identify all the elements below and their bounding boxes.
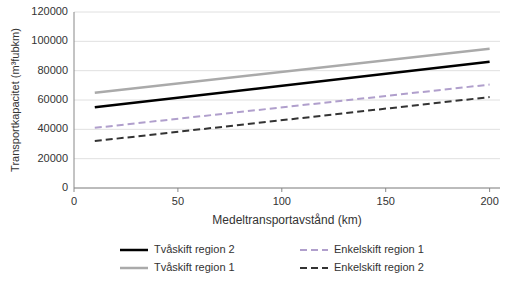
x-axis-label: Medeltransportavstånd (km) bbox=[212, 213, 361, 227]
grid-line bbox=[74, 12, 500, 13]
x-tick-label: 0 bbox=[71, 195, 77, 207]
x-axis-line bbox=[74, 188, 500, 189]
x-tick-label: 150 bbox=[377, 195, 395, 207]
y-tick-label: 20000 bbox=[37, 152, 68, 164]
series-line bbox=[95, 62, 490, 107]
x-tick bbox=[177, 188, 178, 192]
legend-swatch bbox=[300, 249, 328, 251]
legend-swatch bbox=[300, 267, 328, 269]
x-tick-label: 200 bbox=[480, 195, 498, 207]
grid-line bbox=[74, 158, 500, 159]
legend-label: Enkelskift region 1 bbox=[334, 243, 424, 255]
legend: Tvåskift region 2 Tvåskift region 1 Enkels… bbox=[120, 243, 424, 273]
y-tick-label: 40000 bbox=[37, 122, 68, 134]
y-axis-line bbox=[74, 12, 75, 188]
grid-line bbox=[74, 129, 500, 130]
legend-label: Tvåskift region 2 bbox=[154, 243, 235, 255]
x-tick-label: 100 bbox=[273, 195, 291, 207]
x-tick bbox=[489, 188, 490, 192]
grid-line bbox=[74, 100, 500, 101]
y-tick-label: 80000 bbox=[37, 64, 68, 76]
y-tick-label: 0 bbox=[62, 181, 68, 193]
x-tick-label: 50 bbox=[172, 195, 184, 207]
x-tick bbox=[385, 188, 386, 192]
x-tick bbox=[74, 188, 75, 192]
y-tick-label: 100000 bbox=[31, 34, 68, 46]
grid-line bbox=[74, 41, 500, 42]
series-lines bbox=[95, 49, 490, 141]
x-tick bbox=[281, 188, 282, 192]
y-tick-label: 60000 bbox=[37, 93, 68, 105]
y-axis-label: Transportkapacitet (m³fubkm) bbox=[9, 28, 21, 172]
legend-swatch bbox=[120, 267, 148, 270]
legend-swatch bbox=[120, 249, 148, 252]
legend-label: Enkelskift region 2 bbox=[334, 261, 424, 273]
grid-line bbox=[74, 188, 500, 189]
chart: 0 20000 40000 60000 80000 100000 120000 0 50 100 1… bbox=[0, 0, 515, 298]
series-line bbox=[95, 97, 490, 141]
series-line bbox=[95, 85, 490, 128]
series-line bbox=[95, 49, 490, 93]
y-tick-label: 120000 bbox=[31, 5, 68, 17]
legend-label: Tvåskift region 1 bbox=[154, 261, 235, 273]
y-grid bbox=[74, 12, 500, 188]
